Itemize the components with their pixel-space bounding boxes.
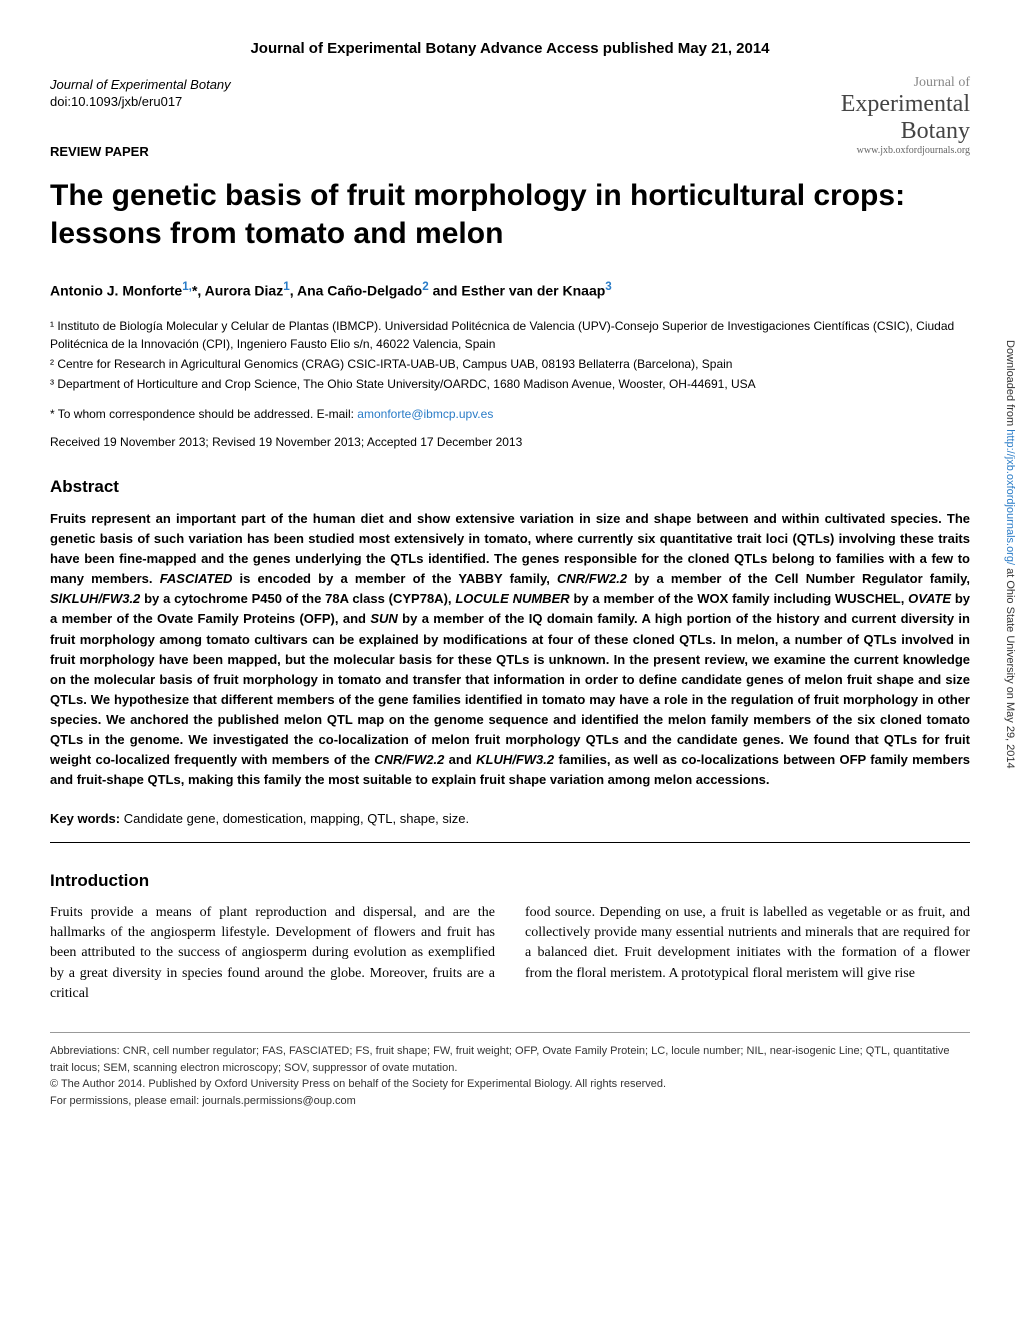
- abstract-heading: Abstract: [50, 477, 970, 497]
- side-link[interactable]: http://jxb.oxfordjournals.org/: [1004, 429, 1016, 565]
- corresp-email-link[interactable]: amonforte@ibmcp.upv.es: [357, 407, 493, 421]
- keywords-label: Key words:: [50, 811, 120, 826]
- intro-column-left: Fruits provide a means of plant reproduc…: [50, 903, 495, 1004]
- side-suffix: at Ohio State University on May 29, 2014: [1004, 565, 1016, 769]
- logo-line-2: Experimental: [841, 91, 970, 118]
- side-prefix: Downloaded from: [1004, 340, 1016, 429]
- article-title: The genetic basis of fruit morphology in…: [50, 177, 970, 252]
- affiliation-2: ² Centre for Research in Agricultural Ge…: [50, 355, 970, 373]
- abstract-text: Fruits represent an important part of th…: [50, 509, 970, 791]
- introduction-body: Fruits provide a means of plant reproduc…: [50, 903, 970, 1004]
- keywords: Key words: Candidate gene, domestication…: [50, 811, 970, 826]
- keywords-list: Candidate gene, domestication, mapping, …: [124, 811, 469, 826]
- author-list: Antonio J. Monforte1,*, Aurora Diaz1, An…: [50, 280, 970, 299]
- access-banner: Journal of Experimental Botany Advance A…: [50, 40, 970, 57]
- footer: Abbreviations: CNR, cell number regulato…: [50, 1032, 970, 1109]
- copyright: © The Author 2014. Published by Oxford U…: [50, 1076, 970, 1093]
- correspondence: * To whom correspondence should be addre…: [50, 407, 970, 421]
- article-dates: Received 19 November 2013; Revised 19 No…: [50, 435, 970, 449]
- logo-line-3: Botany: [841, 118, 970, 145]
- introduction-heading: Introduction: [50, 871, 970, 891]
- article-type: REVIEW PAPER: [50, 144, 970, 159]
- affiliation-1: ¹ Instituto de Biología Molecular y Celu…: [50, 317, 970, 353]
- abbreviations: Abbreviations: CNR, cell number regulato…: [50, 1043, 970, 1076]
- intro-column-right: food source. Depending on use, a fruit i…: [525, 903, 970, 1004]
- download-attribution: Downloaded from http://jxb.oxfordjournal…: [1004, 340, 1016, 1060]
- journal-logo: Journal of Experimental Botany www.jxb.o…: [841, 75, 970, 156]
- logo-line-1: Journal of: [841, 75, 970, 91]
- journal-name: Journal of Experimental Botany: [50, 77, 970, 92]
- corresp-prefix: * To whom correspondence should be addre…: [50, 407, 357, 421]
- permissions: For permissions, please email: journals.…: [50, 1093, 970, 1110]
- doi: doi:10.1093/jxb/eru017: [50, 94, 970, 109]
- affiliation-3: ³ Department of Horticulture and Crop Sc…: [50, 375, 970, 393]
- logo-url: www.jxb.oxfordjournals.org: [841, 145, 970, 156]
- section-divider: [50, 842, 970, 843]
